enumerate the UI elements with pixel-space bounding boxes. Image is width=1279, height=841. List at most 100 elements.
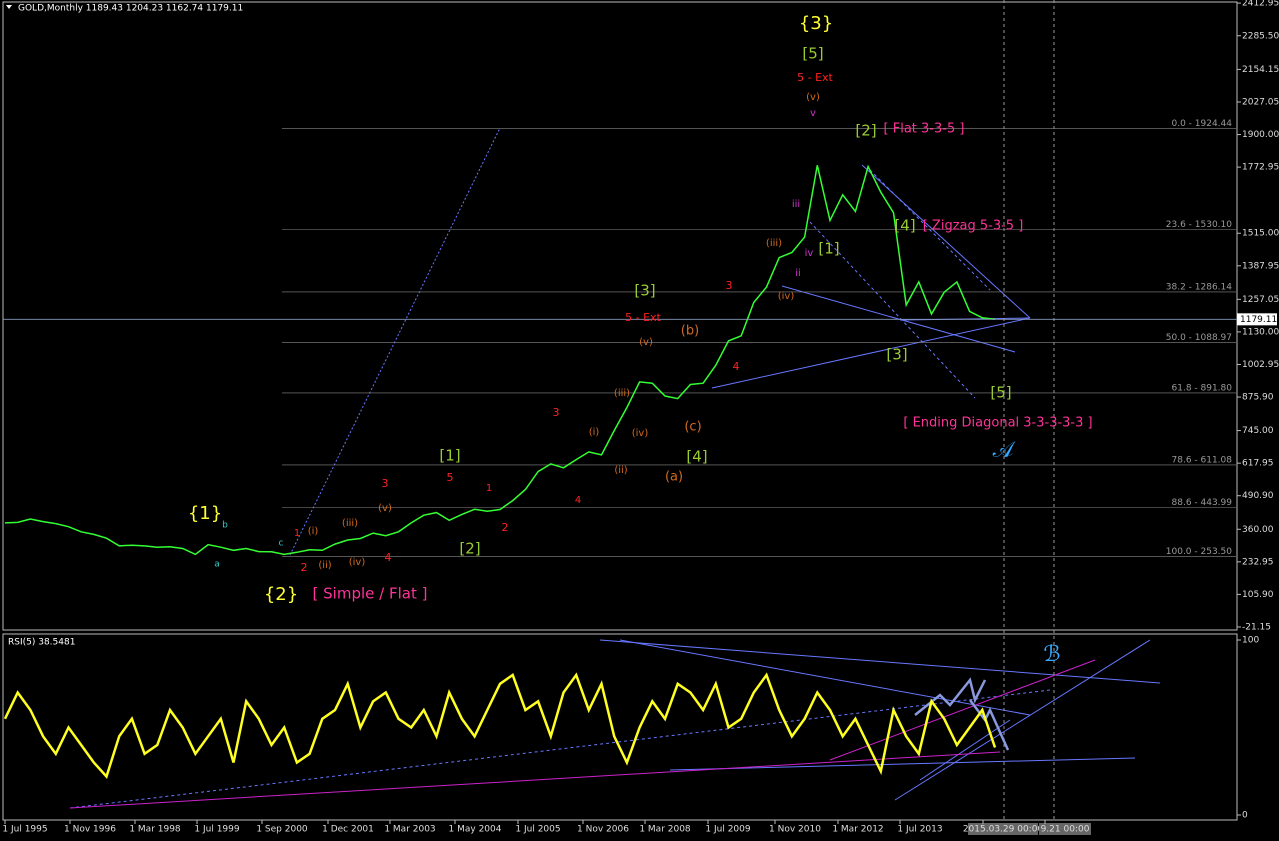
x-tick-label: 1 Nov 1996 xyxy=(64,825,116,835)
wave-label: [4] xyxy=(894,217,915,235)
y-tick-label: 1002.95 xyxy=(1242,360,1279,370)
x-tick-label: 1 Mar 2012 xyxy=(832,825,883,835)
wave-label: 3 xyxy=(553,406,560,419)
wave-label: [1] xyxy=(439,447,460,465)
wave-label: a xyxy=(214,560,220,570)
x-tick-label: 1 Jul 1995 xyxy=(2,825,47,835)
x-tick-label: 1 Nov 2010 xyxy=(769,825,821,835)
wave-label: ii xyxy=(795,268,801,279)
wave-label: [3] xyxy=(634,282,655,300)
time-box xyxy=(968,823,1038,835)
wave-label: ℬ xyxy=(1043,642,1060,667)
wave-label: [2] xyxy=(459,540,480,558)
fib-label: 61.8 - 891.80 xyxy=(1172,383,1233,393)
wave-label: {3} xyxy=(799,13,833,34)
x-tick-label: 1 May 2004 xyxy=(449,825,502,835)
y-tick-label: -21.15 xyxy=(1242,622,1271,632)
wave-label: [ Simple / Flat ] xyxy=(313,585,428,603)
wave-label: (v) xyxy=(806,92,820,103)
fib-label: 88.6 - 443.99 xyxy=(1172,498,1233,508)
x-tick-label: 1 Mar 2008 xyxy=(639,825,691,835)
trend-lines xyxy=(69,127,1161,809)
wave-label: (c) xyxy=(684,420,701,435)
header-arrow xyxy=(6,5,12,9)
wave-label: 3 xyxy=(382,477,389,490)
y-tick-label: 1387.95 xyxy=(1242,261,1279,271)
y-tick-label: 2027.05 xyxy=(1242,97,1279,107)
wave-label: {1} xyxy=(188,503,222,524)
wave-label: (iii) xyxy=(766,238,782,249)
y-tick-label: 745.00 xyxy=(1242,426,1274,436)
wave-label: 2 xyxy=(502,521,509,534)
x-tick-label: 1 Jul 2005 xyxy=(515,825,560,835)
wave-label: (v) xyxy=(639,337,653,348)
price-line xyxy=(3,672,997,779)
time-box xyxy=(1039,823,1091,835)
x-tick-label: 1 Dec 2001 xyxy=(322,825,374,835)
wave-label: b xyxy=(222,521,228,531)
x-tick-label: 1 Sep 2000 xyxy=(256,825,308,835)
projection-arrows xyxy=(914,677,1010,751)
period-separators xyxy=(1003,0,1055,820)
y-tick-label: 2285.50 xyxy=(1242,31,1279,41)
wave-label: (iii) xyxy=(342,518,358,529)
wave-label: (i) xyxy=(308,526,319,537)
y-tick-label: 490.90 xyxy=(1242,491,1274,501)
x-tick-label: 9.21 00:00 xyxy=(1041,825,1090,835)
wave-label: 3 xyxy=(726,279,733,292)
wave-label: [3] xyxy=(886,346,907,364)
wave-label: c xyxy=(279,539,284,549)
y-tick-label: 875.90 xyxy=(1242,393,1274,403)
y-tick-label: 617.95 xyxy=(1242,459,1274,469)
wave-label: [ Zigzag 5-3-5 ] xyxy=(923,219,1024,234)
wave-label: (v) xyxy=(378,503,392,514)
wave-label: (i) xyxy=(589,427,600,438)
wave-label: (iv) xyxy=(632,428,649,439)
fib-label: 23.6 - 1530.10 xyxy=(1166,220,1232,230)
wave-label: 1 xyxy=(486,483,492,494)
rsi-panel xyxy=(2,633,1238,821)
wave-label: (a) xyxy=(665,470,683,485)
y-tick-label: 2154.15 xyxy=(1242,65,1279,75)
x-tick-label: 1 Jul 2013 xyxy=(897,825,942,835)
y-tick-label: 0 xyxy=(1242,811,1248,821)
wave-label: [ Ending Diagonal 3-3-3-3-3 ] xyxy=(903,416,1092,431)
wave-label: (b) xyxy=(681,324,699,339)
y-tick-label: 360.00 xyxy=(1242,525,1274,535)
y-tick-label: 2412.95 xyxy=(1242,0,1279,9)
x-tick-label: 1 Jul 1999 xyxy=(194,825,239,835)
wave-label: [5] xyxy=(990,384,1011,402)
wave-label: (iii) xyxy=(614,388,630,399)
x-tick-label: 1 Mar 1998 xyxy=(129,825,181,835)
wave-label: 5 xyxy=(447,471,454,484)
y-tick-label: 1130.00 xyxy=(1242,327,1279,337)
wave-label: iii xyxy=(792,199,800,210)
wave-label: 1 xyxy=(294,528,300,539)
wave-label: iv xyxy=(805,248,814,259)
wave-label: [1] xyxy=(818,240,839,258)
wave-label: 2 xyxy=(301,561,308,574)
magenta-lines xyxy=(69,659,1096,809)
y-tick-label: 1900.00 xyxy=(1242,130,1279,140)
fib-label: 50.0 - 1088.97 xyxy=(1166,333,1232,343)
wave-label: 5 - Ext xyxy=(625,311,661,324)
wave-label: 4 xyxy=(575,495,581,506)
last-price-box xyxy=(1237,313,1277,326)
x-tick-label: 1 Jul 2009 xyxy=(705,825,750,835)
y-tick-label: 105.90 xyxy=(1242,590,1274,600)
symbol-header: GOLD,Monthly 1189.43 1204.23 1162.74 117… xyxy=(18,4,243,14)
price-line xyxy=(4,164,996,556)
wave-label: 4 xyxy=(385,551,392,564)
wave-label: [4] xyxy=(686,448,707,466)
wave-label: {2} xyxy=(264,584,298,605)
y-tick-label: 1515.00 xyxy=(1242,229,1279,239)
fib-label: 38.2 - 1286.14 xyxy=(1166,282,1232,292)
y-tick-label: 232.95 xyxy=(1242,557,1274,567)
wave-label: 4 xyxy=(733,360,740,373)
fib-label: 0.0 - 1924.44 xyxy=(1172,119,1233,129)
fib-label: 78.6 - 611.08 xyxy=(1172,455,1233,465)
last-price-label: 1179.11 xyxy=(1240,315,1277,325)
wave-label: (ii) xyxy=(614,465,627,476)
